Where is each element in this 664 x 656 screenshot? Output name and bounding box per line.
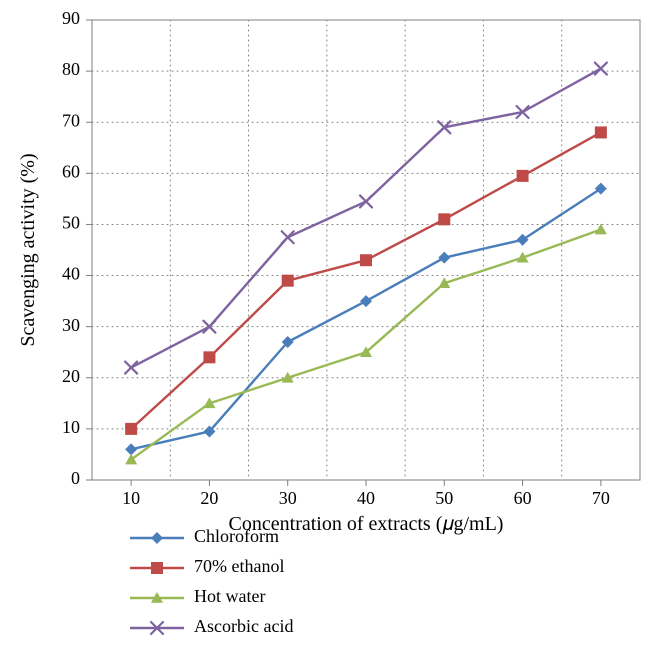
svg-text:30: 30 xyxy=(62,315,80,335)
svg-text:50: 50 xyxy=(435,488,453,508)
legend-label-1: 70% ethanol xyxy=(194,556,284,576)
svg-text:60: 60 xyxy=(514,488,532,508)
legend-label-0: Chloroform xyxy=(194,526,279,546)
svg-text:70: 70 xyxy=(62,110,80,130)
line-chart: 010203040506070809010203040506070Concent… xyxy=(0,0,664,656)
svg-text:80: 80 xyxy=(62,59,80,79)
svg-text:0: 0 xyxy=(71,468,80,488)
y-axis-label: Scavenging activity (%) xyxy=(17,153,39,346)
svg-text:30: 30 xyxy=(279,488,297,508)
svg-text:60: 60 xyxy=(62,161,80,181)
svg-text:20: 20 xyxy=(62,366,80,386)
svg-text:70: 70 xyxy=(592,488,610,508)
svg-text:10: 10 xyxy=(122,488,140,508)
chart-container: 010203040506070809010203040506070Concent… xyxy=(0,0,664,656)
svg-text:20: 20 xyxy=(200,488,218,508)
svg-text:10: 10 xyxy=(62,417,80,437)
legend-label-3: Ascorbic acid xyxy=(194,616,293,636)
svg-text:40: 40 xyxy=(62,264,80,284)
svg-text:50: 50 xyxy=(62,213,80,233)
legend-label-2: Hot water xyxy=(194,586,265,606)
svg-text:90: 90 xyxy=(62,8,80,28)
svg-text:40: 40 xyxy=(357,488,375,508)
